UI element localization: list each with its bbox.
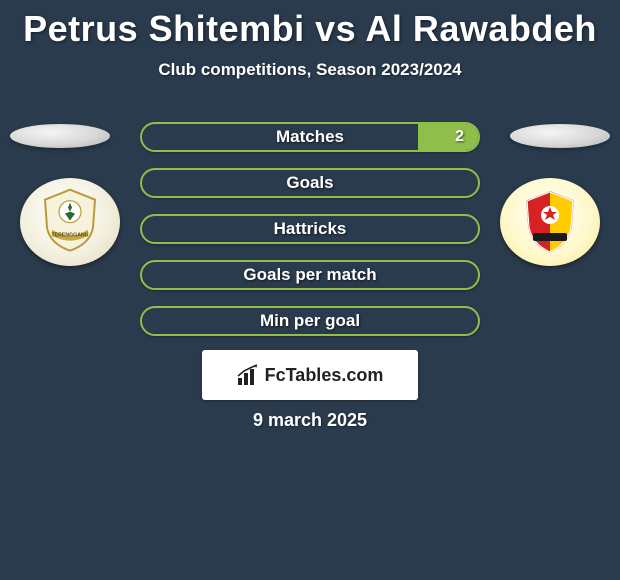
stat-row-min-per-goal: Min per goal <box>140 306 480 336</box>
branding-text: FcTables.com <box>265 365 384 386</box>
club-badge-left: TERENGGANU <box>20 178 120 266</box>
stat-label: Goals per match <box>142 262 478 288</box>
stat-label: Hattricks <box>142 216 478 242</box>
stat-label: Min per goal <box>142 308 478 334</box>
player-right-portrait <box>510 124 610 148</box>
stats-container: Matches 2 Goals Hattricks Goals per matc… <box>140 122 480 352</box>
page-title: Petrus Shitembi vs Al Rawabdeh <box>0 0 620 50</box>
stat-row-hattricks: Hattricks <box>140 214 480 244</box>
player-left-portrait <box>10 124 110 148</box>
stat-row-matches: Matches 2 <box>140 122 480 152</box>
club-crest-right-icon <box>521 189 579 255</box>
club-crest-left-icon: TERENGGANU <box>40 188 100 254</box>
stat-row-goals-per-match: Goals per match <box>140 260 480 290</box>
stat-value-right: 2 <box>455 124 464 150</box>
branding-box: FcTables.com <box>202 350 418 400</box>
stat-row-goals: Goals <box>140 168 480 198</box>
subtitle: Club competitions, Season 2023/2024 <box>0 60 620 80</box>
date-text: 9 march 2025 <box>0 410 620 431</box>
chart-bars-icon <box>237 364 261 386</box>
stat-label: Matches <box>142 124 478 150</box>
svg-text:TERENGGANU: TERENGGANU <box>52 233 89 239</box>
club-badge-right <box>500 178 600 266</box>
stat-label: Goals <box>142 170 478 196</box>
